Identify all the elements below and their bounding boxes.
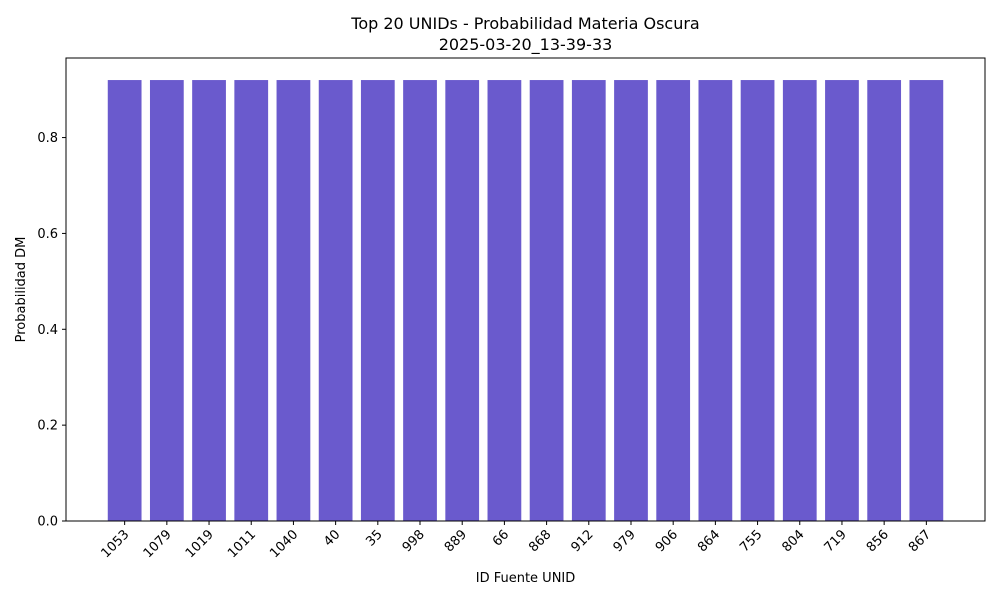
bar-1079	[149, 80, 184, 522]
bar-804	[782, 80, 817, 522]
y-axis-label: Probabilidad DM	[14, 237, 29, 343]
y-tick-label: 0.2	[37, 419, 58, 434]
bar-719	[825, 80, 859, 522]
bar-998	[403, 80, 437, 522]
bar-979	[614, 80, 648, 522]
bar-1040	[276, 80, 311, 522]
bar-868	[529, 80, 564, 522]
bar-906	[656, 80, 691, 522]
bar-889	[445, 80, 480, 522]
y-tick-label: 0.0	[37, 515, 58, 530]
chart-subtitle: 2025-03-20_13-39-33	[439, 35, 613, 55]
plot-frame	[65, 57, 986, 522]
bars-group	[107, 80, 944, 522]
bar-1019	[192, 80, 226, 522]
bar-1053	[107, 80, 142, 522]
bar-35	[360, 80, 395, 522]
chart-title: Top 20 UNIDs - Probabilidad Materia Oscu…	[350, 14, 699, 33]
x-axis-label: ID Fuente UNID	[476, 571, 576, 586]
bar-40	[318, 80, 353, 522]
y-axis: 0.0 0.2 0.4 0.6 0.8	[37, 131, 66, 530]
bar-912	[571, 80, 606, 522]
bar-867	[909, 80, 944, 522]
y-tick-label: 0.8	[37, 131, 58, 146]
y-tick-label: 0.4	[37, 323, 58, 338]
bar-1011	[234, 80, 269, 522]
bar-66	[487, 80, 522, 522]
bar-856	[867, 80, 902, 522]
bar-755	[740, 80, 775, 522]
bar-864	[698, 80, 733, 522]
y-tick-label: 0.6	[37, 227, 58, 242]
